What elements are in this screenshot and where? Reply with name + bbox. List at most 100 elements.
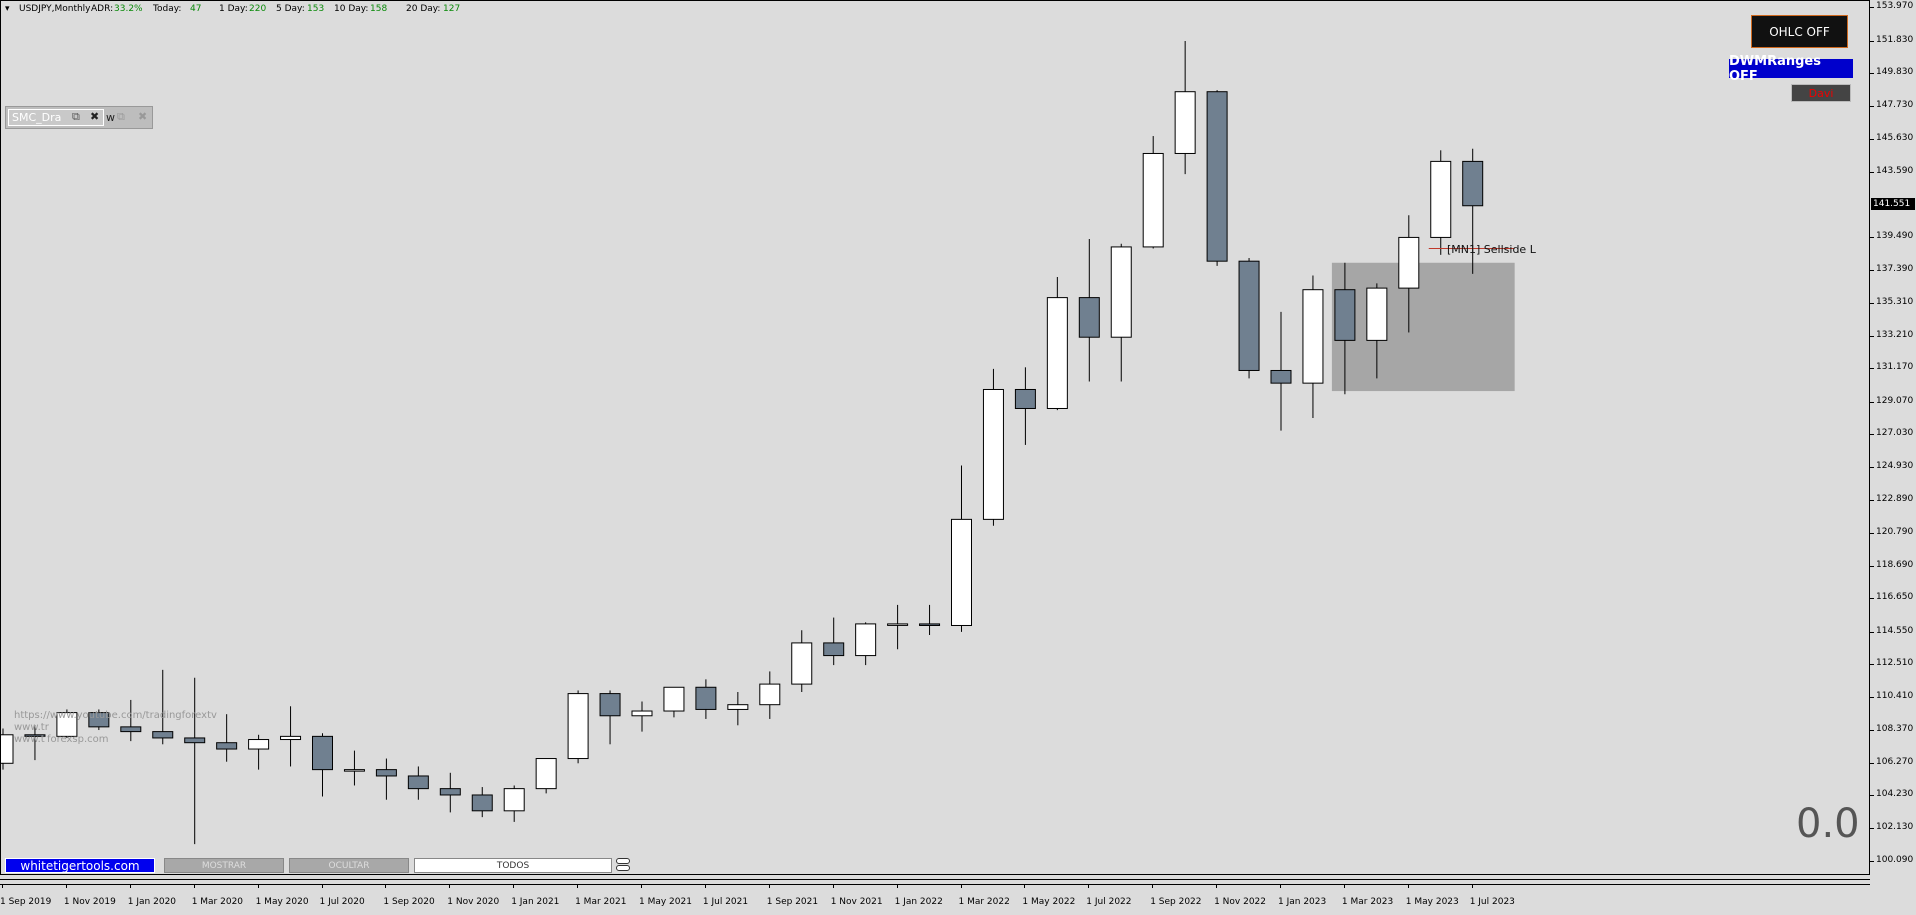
close-icon[interactable]: ✖ — [90, 110, 100, 123]
candle — [1174, 41, 1196, 175]
candle — [407, 766, 429, 800]
candle-body — [567, 693, 589, 760]
time-tick-mark — [1343, 884, 1345, 888]
candle — [567, 690, 589, 764]
candle — [599, 690, 621, 745]
ocultar-button[interactable]: OCULTAR — [289, 858, 409, 873]
time-tick-mark — [449, 884, 451, 888]
today-label: Today: — [153, 4, 182, 14]
time-tick-label: 1 Jan 2023 — [1278, 897, 1327, 907]
candle — [1142, 136, 1164, 249]
candle-body — [407, 775, 429, 790]
close-icon-2[interactable]: ✖ — [138, 110, 148, 123]
time-tick-label: 1 Mar 2020 — [191, 897, 244, 907]
watermark-line-2: www.tr — [14, 722, 49, 733]
price-tick-label: 110.410 — [1869, 691, 1914, 702]
candle — [280, 706, 302, 767]
time-tick-label: 1 Jan 2020 — [127, 897, 177, 907]
candle-body — [1302, 289, 1324, 384]
adr-value: 33.2% — [114, 4, 143, 14]
time-tick-mark — [577, 884, 579, 888]
time-tick-mark — [193, 884, 195, 888]
time-tick-label: 1 Mar 2021 — [575, 897, 627, 907]
price-tick-label: 114.550 — [1869, 625, 1914, 636]
time-tick-label: 1 May 2023 — [1405, 897, 1459, 907]
candle-body — [535, 758, 557, 790]
candle — [1238, 258, 1260, 379]
dwm-ranges-button[interactable]: DWMRanges OFF — [1729, 54, 1853, 84]
candle-body — [855, 623, 877, 657]
candlestick-plot — [1, 41, 1515, 845]
time-tick-label: 1 May 2022 — [1022, 897, 1076, 907]
time-tick-mark — [896, 884, 898, 888]
candle-body — [695, 686, 717, 710]
candle — [184, 677, 206, 845]
candle-body — [1238, 260, 1260, 371]
candle-body — [599, 693, 621, 717]
candle — [982, 368, 1004, 526]
todos-button[interactable]: TODOS — [414, 858, 612, 873]
davi-button[interactable]: Davi — [1791, 84, 1851, 102]
toggle-pill-bottom[interactable] — [616, 865, 630, 871]
mostrar-button[interactable]: MOSTRAR — [164, 858, 284, 873]
candle — [1366, 283, 1388, 379]
time-tick-mark — [1471, 884, 1473, 888]
candle-body — [1206, 91, 1228, 262]
candle-body — [1046, 297, 1068, 409]
time-tick-label: 1 Jul 2022 — [1086, 897, 1132, 907]
whitetigertools-button[interactable]: whitetigertools.com — [5, 858, 155, 873]
candle — [439, 772, 461, 813]
candle-body — [184, 737, 206, 744]
candle — [759, 671, 781, 719]
demand-zone — [1331, 262, 1515, 392]
candle-body — [120, 726, 142, 733]
candle-body — [1398, 236, 1420, 289]
chart-area[interactable]: ▾ USDJPY,Monthly ADR: 33.2% Today: 47 1 … — [0, 0, 1870, 875]
price-axis[interactable]: 153.970 151.830 149.830 147.730 145.630 143.5… — [1869, 0, 1916, 915]
time-tick-mark — [1280, 884, 1281, 888]
time-tick-mark — [960, 884, 962, 888]
time-tick-mark — [1152, 884, 1154, 888]
candle — [503, 785, 525, 822]
candle-body — [1366, 287, 1388, 341]
candle — [855, 622, 877, 666]
time-axis[interactable]: 1 Sep 2019 1 Nov 2019 1 Jan 2020 1 Mar 2020… — [0, 875, 1870, 915]
price-tick-label: 108.370 — [1869, 723, 1914, 734]
ohlc-toggle-button[interactable]: OHLC OFF — [1751, 15, 1848, 48]
time-tick-label: 1 Nov 2022 — [1214, 897, 1267, 907]
time-tick-mark — [1024, 884, 1026, 888]
candle-body — [439, 788, 461, 796]
candle — [663, 686, 685, 718]
big-value-readout: 0.0 — [1796, 801, 1860, 847]
sellside-annotation: [MN1] Sellside L — [1447, 243, 1536, 256]
symbol-label: USDJPY,Monthly — [19, 4, 91, 14]
candle — [1046, 277, 1068, 411]
candle-body — [631, 710, 653, 717]
symbol-menu-arrow-icon[interactable]: ▾ — [5, 4, 10, 14]
candle — [248, 734, 270, 770]
candle — [1430, 150, 1452, 255]
time-tick-mark — [257, 884, 259, 888]
price-tick-label: 116.650 — [1869, 592, 1914, 603]
price-tick-label: 139.490 — [1869, 230, 1914, 241]
candle-body — [375, 769, 397, 777]
scrollbar-track[interactable] — [0, 875, 1870, 880]
toggle-pill-top[interactable] — [616, 858, 630, 864]
time-tick-label: 1 Jul 2023 — [1469, 897, 1515, 907]
day10-label: 10 Day: — [334, 4, 369, 14]
smc-panel[interactable]: SMC_Dra ⧉ ✖ w ⧉ ✖ — [5, 106, 153, 129]
candle — [375, 758, 397, 800]
candle-body — [951, 518, 972, 626]
watermark-line-3: www.t — [14, 734, 45, 745]
candle-body — [982, 388, 1004, 520]
time-tick-label: 1 Jul 2021 — [702, 897, 749, 907]
candle — [216, 714, 238, 762]
price-tick-label: 135.310 — [1869, 296, 1914, 307]
candle — [1462, 148, 1484, 274]
restore-icon[interactable]: ⧉ — [72, 110, 80, 123]
restore-icon-2[interactable]: ⧉ — [117, 110, 125, 123]
time-tick-label: 1 Mar 2023 — [1341, 897, 1394, 907]
candle — [24, 725, 46, 761]
candle — [535, 758, 557, 794]
time-tick-label: 1 Nov 2021 — [830, 897, 883, 907]
